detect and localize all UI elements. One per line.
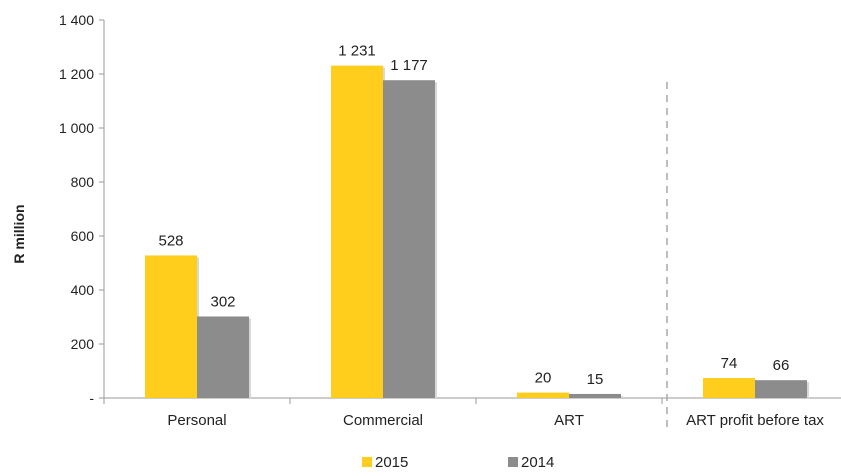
bar-2014-commercial <box>383 80 435 399</box>
legend-label: 2015 <box>375 454 408 471</box>
x-tick-label: Commercial <box>343 412 423 429</box>
data-label: 20 <box>535 370 552 387</box>
y-tick-label: 1 000 <box>59 120 94 136</box>
y-tick-label: - <box>89 390 94 406</box>
category-labels: Personal Commercial ART ART profit before t… <box>167 412 824 429</box>
legend-label: 2014 <box>521 454 554 471</box>
legend-swatch-2015 <box>362 457 372 467</box>
bar-2015-art-profit-before-tax <box>703 378 755 398</box>
y-tick-label: 1 400 <box>59 12 94 28</box>
legend: 2015 2014 <box>362 454 554 471</box>
x-tick-label: ART <box>554 412 584 429</box>
x-tick-label: ART profit before tax <box>686 412 824 429</box>
bars: 528 302 1 231 1 177 20 15 74 66 <box>145 43 809 399</box>
bar-2015-commercial <box>331 65 383 398</box>
bar-2014-art-profit-before-tax <box>755 380 807 398</box>
y-tick-label: 800 <box>71 174 95 190</box>
y-axis-label: R million <box>11 204 27 263</box>
data-label: 1 231 <box>338 43 376 60</box>
data-label: 66 <box>773 357 790 374</box>
bar-2015-personal <box>145 255 197 398</box>
data-label: 15 <box>587 371 604 388</box>
y-axis-ticks: - 200 400 600 800 1 000 1 200 1 400 <box>59 12 104 406</box>
x-tick-label: Personal <box>167 412 226 429</box>
data-label: 1 177 <box>390 57 428 74</box>
y-tick-label: 600 <box>71 228 95 244</box>
data-label: 528 <box>158 232 183 249</box>
data-label: 302 <box>210 293 235 310</box>
bar-2014-personal <box>197 316 249 398</box>
y-tick-label: 1 200 <box>59 66 94 82</box>
data-label: 74 <box>721 355 738 372</box>
bar-2014-art <box>569 393 621 398</box>
bar-2015-art <box>517 392 569 398</box>
legend-swatch-2014 <box>508 457 518 467</box>
y-tick-label: 400 <box>71 282 95 298</box>
y-tick-label: 200 <box>71 336 95 352</box>
